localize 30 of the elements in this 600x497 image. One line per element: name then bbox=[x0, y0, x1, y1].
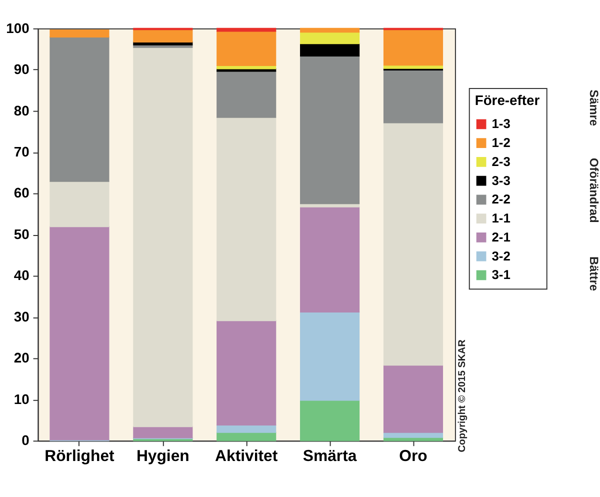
y-tick-label: 90 bbox=[14, 61, 30, 78]
y-tick-label: 60 bbox=[14, 184, 30, 201]
y-tick-label: 100 bbox=[6, 20, 30, 36]
text: Copyright © 2015 SKAR bbox=[456, 340, 468, 452]
y-tick-label: 0 bbox=[22, 432, 30, 448]
legend-label: 2-1 bbox=[492, 229, 510, 244]
text: Bättre bbox=[587, 256, 600, 292]
legend-label: 1-1 bbox=[492, 210, 510, 226]
legend-label: 1-3 bbox=[492, 116, 510, 132]
legend-label: 1-2 bbox=[492, 135, 510, 150]
legend-label: 2-3 bbox=[492, 154, 510, 169]
y-tick-label: 70 bbox=[14, 144, 30, 160]
y-tick-label: 20 bbox=[14, 350, 30, 366]
legend-label: 2-2 bbox=[492, 192, 510, 207]
x-tick-label: Oro bbox=[399, 448, 428, 465]
legend-title: Före-efter bbox=[474, 92, 540, 108]
legend-label: 3-3 bbox=[492, 172, 510, 188]
x-tick-label: Smärta bbox=[302, 448, 357, 465]
text: Sämre bbox=[587, 90, 600, 126]
y-tick-label: 80 bbox=[14, 102, 30, 118]
legend-label: 3-2 bbox=[492, 248, 510, 264]
x-tick-label: Hygien bbox=[136, 448, 190, 465]
legend-label: 3-1 bbox=[492, 267, 510, 282]
y-tick-label: 40 bbox=[14, 267, 30, 284]
text: Oförändrad bbox=[587, 158, 600, 223]
x-tick-label: Aktivitet bbox=[215, 448, 278, 465]
y-tick-label: 30 bbox=[14, 308, 30, 324]
y-tick-label: 10 bbox=[14, 390, 30, 407]
x-tick-label: Rörlighet bbox=[44, 448, 116, 465]
y-tick-label: 50 bbox=[14, 226, 30, 242]
